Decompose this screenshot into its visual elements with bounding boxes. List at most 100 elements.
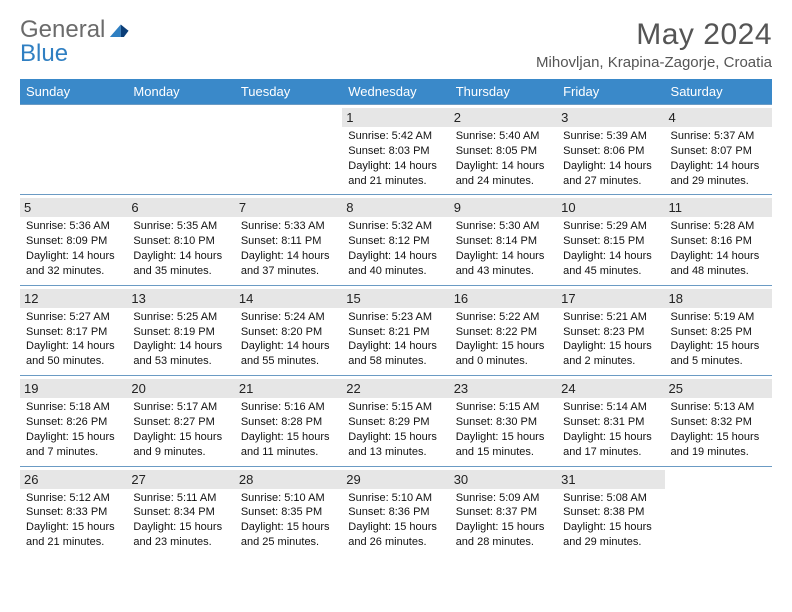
sunset-text: Sunset: 8:25 PM bbox=[671, 325, 766, 340]
daylight-text-2: and 21 minutes. bbox=[26, 535, 121, 550]
calendar-table: Sunday Monday Tuesday Wednesday Thursday… bbox=[20, 79, 772, 556]
sunset-text: Sunset: 8:20 PM bbox=[241, 325, 336, 340]
daylight-text-2: and 58 minutes. bbox=[348, 354, 443, 369]
weekday-header: Wednesday bbox=[342, 79, 449, 105]
daylight-text-2: and 21 minutes. bbox=[348, 174, 443, 189]
day-cell: 17Sunrise: 5:21 AMSunset: 8:23 PMDayligh… bbox=[557, 285, 664, 375]
daylight-text: Daylight: 15 hours bbox=[671, 430, 766, 445]
weekday-header: Monday bbox=[127, 79, 234, 105]
sunrise-text: Sunrise: 5:09 AM bbox=[456, 491, 551, 506]
sunset-text: Sunset: 8:22 PM bbox=[456, 325, 551, 340]
daylight-text-2: and 2 minutes. bbox=[563, 354, 658, 369]
day-number: 28 bbox=[235, 470, 342, 489]
sunset-text: Sunset: 8:17 PM bbox=[26, 325, 121, 340]
daylight-text: Daylight: 15 hours bbox=[456, 430, 551, 445]
day-number: 29 bbox=[342, 470, 449, 489]
sunrise-text: Sunrise: 5:24 AM bbox=[241, 310, 336, 325]
day-info: Sunrise: 5:25 AMSunset: 8:19 PMDaylight:… bbox=[133, 310, 228, 369]
sunrise-text: Sunrise: 5:19 AM bbox=[671, 310, 766, 325]
daylight-text: Daylight: 15 hours bbox=[26, 520, 121, 535]
day-number: 10 bbox=[557, 198, 664, 217]
sunset-text: Sunset: 8:37 PM bbox=[456, 505, 551, 520]
daylight-text-2: and 0 minutes. bbox=[456, 354, 551, 369]
day-cell: 19Sunrise: 5:18 AMSunset: 8:26 PMDayligh… bbox=[20, 376, 127, 466]
day-cell: 11Sunrise: 5:28 AMSunset: 8:16 PMDayligh… bbox=[665, 195, 772, 285]
daylight-text-2: and 32 minutes. bbox=[26, 264, 121, 279]
daylight-text: Daylight: 14 hours bbox=[348, 249, 443, 264]
day-cell bbox=[127, 105, 234, 195]
daylight-text-2: and 19 minutes. bbox=[671, 445, 766, 460]
sunset-text: Sunset: 8:23 PM bbox=[563, 325, 658, 340]
sunset-text: Sunset: 8:34 PM bbox=[133, 505, 228, 520]
day-number: 3 bbox=[557, 108, 664, 127]
daylight-text: Daylight: 15 hours bbox=[563, 430, 658, 445]
daylight-text: Daylight: 14 hours bbox=[563, 249, 658, 264]
day-number: 7 bbox=[235, 198, 342, 217]
logo-mark-icon bbox=[109, 18, 131, 42]
daylight-text-2: and 24 minutes. bbox=[456, 174, 551, 189]
daylight-text-2: and 35 minutes. bbox=[133, 264, 228, 279]
week-row: 19Sunrise: 5:18 AMSunset: 8:26 PMDayligh… bbox=[20, 376, 772, 466]
sunset-text: Sunset: 8:28 PM bbox=[241, 415, 336, 430]
daylight-text-2: and 45 minutes. bbox=[563, 264, 658, 279]
sunrise-text: Sunrise: 5:25 AM bbox=[133, 310, 228, 325]
day-info: Sunrise: 5:33 AMSunset: 8:11 PMDaylight:… bbox=[241, 219, 336, 278]
day-info: Sunrise: 5:23 AMSunset: 8:21 PMDaylight:… bbox=[348, 310, 443, 369]
daylight-text-2: and 50 minutes. bbox=[26, 354, 121, 369]
week-row: 1Sunrise: 5:42 AMSunset: 8:03 PMDaylight… bbox=[20, 105, 772, 195]
sunrise-text: Sunrise: 5:21 AM bbox=[563, 310, 658, 325]
daylight-text-2: and 17 minutes. bbox=[563, 445, 658, 460]
sunrise-text: Sunrise: 5:10 AM bbox=[348, 491, 443, 506]
daylight-text: Daylight: 15 hours bbox=[26, 430, 121, 445]
week-row: 12Sunrise: 5:27 AMSunset: 8:17 PMDayligh… bbox=[20, 285, 772, 375]
week-row: 26Sunrise: 5:12 AMSunset: 8:33 PMDayligh… bbox=[20, 466, 772, 556]
day-cell bbox=[20, 105, 127, 195]
day-info: Sunrise: 5:18 AMSunset: 8:26 PMDaylight:… bbox=[26, 400, 121, 459]
daylight-text: Daylight: 15 hours bbox=[348, 430, 443, 445]
day-number: 24 bbox=[557, 379, 664, 398]
sunset-text: Sunset: 8:36 PM bbox=[348, 505, 443, 520]
daylight-text: Daylight: 14 hours bbox=[671, 159, 766, 174]
day-cell: 21Sunrise: 5:16 AMSunset: 8:28 PMDayligh… bbox=[235, 376, 342, 466]
sunset-text: Sunset: 8:29 PM bbox=[348, 415, 443, 430]
day-cell: 6Sunrise: 5:35 AMSunset: 8:10 PMDaylight… bbox=[127, 195, 234, 285]
day-number: 9 bbox=[450, 198, 557, 217]
day-number: 1 bbox=[342, 108, 449, 127]
day-info: Sunrise: 5:10 AMSunset: 8:36 PMDaylight:… bbox=[348, 491, 443, 550]
daylight-text-2: and 9 minutes. bbox=[133, 445, 228, 460]
daylight-text: Daylight: 15 hours bbox=[456, 339, 551, 354]
sunrise-text: Sunrise: 5:36 AM bbox=[26, 219, 121, 234]
day-cell: 16Sunrise: 5:22 AMSunset: 8:22 PMDayligh… bbox=[450, 285, 557, 375]
day-info: Sunrise: 5:17 AMSunset: 8:27 PMDaylight:… bbox=[133, 400, 228, 459]
day-number: 2 bbox=[450, 108, 557, 127]
sunrise-text: Sunrise: 5:14 AM bbox=[563, 400, 658, 415]
weekday-header: Sunday bbox=[20, 79, 127, 105]
daylight-text-2: and 43 minutes. bbox=[456, 264, 551, 279]
day-info: Sunrise: 5:22 AMSunset: 8:22 PMDaylight:… bbox=[456, 310, 551, 369]
sunset-text: Sunset: 8:31 PM bbox=[563, 415, 658, 430]
sunrise-text: Sunrise: 5:30 AM bbox=[456, 219, 551, 234]
daylight-text: Daylight: 15 hours bbox=[133, 520, 228, 535]
daylight-text-2: and 28 minutes. bbox=[456, 535, 551, 550]
daylight-text-2: and 48 minutes. bbox=[671, 264, 766, 279]
day-cell: 31Sunrise: 5:08 AMSunset: 8:38 PMDayligh… bbox=[557, 466, 664, 556]
sunrise-text: Sunrise: 5:35 AM bbox=[133, 219, 228, 234]
sunset-text: Sunset: 8:16 PM bbox=[671, 234, 766, 249]
logo-text-2: Blue bbox=[20, 40, 68, 67]
sunrise-text: Sunrise: 5:42 AM bbox=[348, 129, 443, 144]
day-info: Sunrise: 5:10 AMSunset: 8:35 PMDaylight:… bbox=[241, 491, 336, 550]
sunrise-text: Sunrise: 5:37 AM bbox=[671, 129, 766, 144]
sunrise-text: Sunrise: 5:10 AM bbox=[241, 491, 336, 506]
sunset-text: Sunset: 8:07 PM bbox=[671, 144, 766, 159]
sunrise-text: Sunrise: 5:17 AM bbox=[133, 400, 228, 415]
daylight-text: Daylight: 14 hours bbox=[26, 249, 121, 264]
day-info: Sunrise: 5:11 AMSunset: 8:34 PMDaylight:… bbox=[133, 491, 228, 550]
sunset-text: Sunset: 8:14 PM bbox=[456, 234, 551, 249]
sunrise-text: Sunrise: 5:13 AM bbox=[671, 400, 766, 415]
daylight-text-2: and 29 minutes. bbox=[563, 535, 658, 550]
sunset-text: Sunset: 8:38 PM bbox=[563, 505, 658, 520]
location: Mihovljan, Krapina-Zagorje, Croatia bbox=[536, 54, 772, 71]
daylight-text-2: and 23 minutes. bbox=[133, 535, 228, 550]
day-number: 25 bbox=[665, 379, 772, 398]
sunrise-text: Sunrise: 5:28 AM bbox=[671, 219, 766, 234]
